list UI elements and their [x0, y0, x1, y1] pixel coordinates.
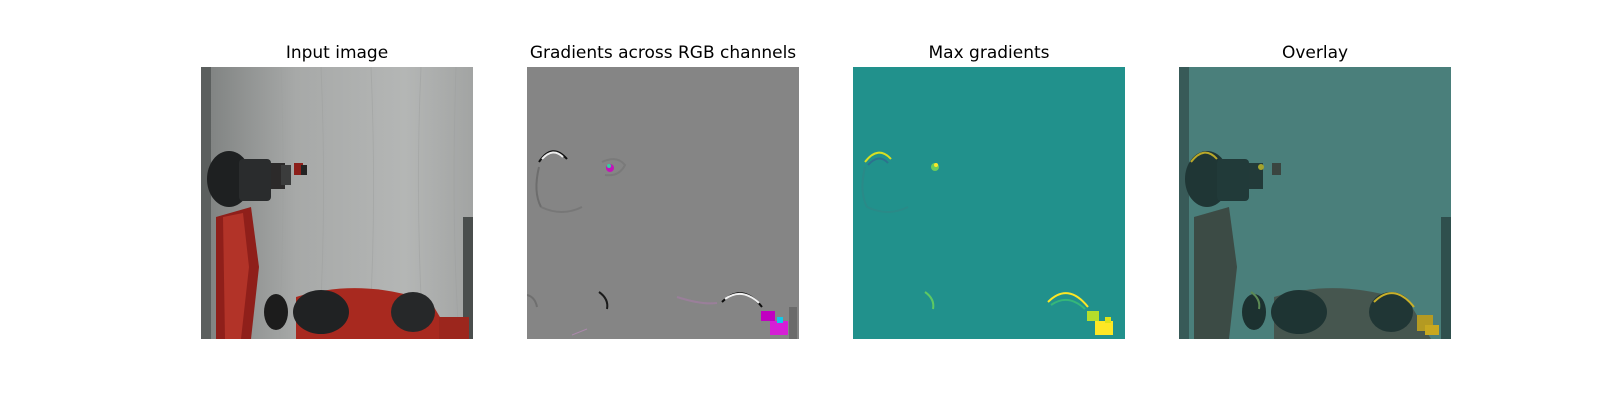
panel-title: Input image [285, 43, 389, 63]
panel-overlay: Overlay [1179, 0, 1451, 400]
max-gradient-map [853, 67, 1125, 339]
panel-title: Overlay [1281, 43, 1349, 63]
panel-rgb-gradients: Gradients across RGB channels [527, 0, 799, 400]
overlay-map [1179, 67, 1451, 339]
rgb-gradient-map [527, 67, 799, 339]
panel-title: Max gradients [928, 43, 1050, 63]
panel-title: Gradients across RGB channels [529, 43, 797, 63]
panel-input-image: Input image [201, 0, 473, 400]
panel-max-gradients: Max gradients [853, 0, 1125, 400]
input-image [201, 67, 473, 339]
